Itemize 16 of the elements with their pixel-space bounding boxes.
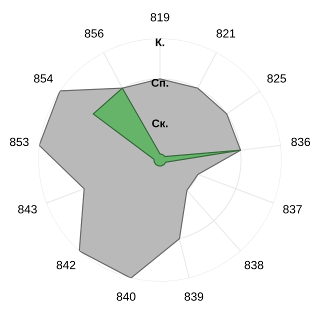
spoke-label: 825	[267, 74, 286, 83]
spoke-label: 840	[116, 292, 136, 301]
spoke-label: 843	[18, 205, 37, 214]
y-tick-label: К.	[156, 38, 164, 46]
spoke-label: 853	[10, 138, 29, 146]
spoke-label: 821	[216, 29, 236, 38]
spoke-label: 839	[184, 292, 204, 301]
spoke-label: 838	[244, 260, 264, 270]
y-tick-label: Ск.	[152, 119, 168, 128]
spoke-label: 854	[34, 74, 53, 83]
spoke-label: 837	[283, 205, 302, 214]
spoke-label: 856	[84, 29, 104, 38]
spoke-label: 836	[291, 138, 310, 146]
y-tick-label: Сп.	[152, 78, 168, 87]
spoke-label: 819	[150, 13, 170, 22]
spoke-label: 842	[56, 260, 76, 270]
